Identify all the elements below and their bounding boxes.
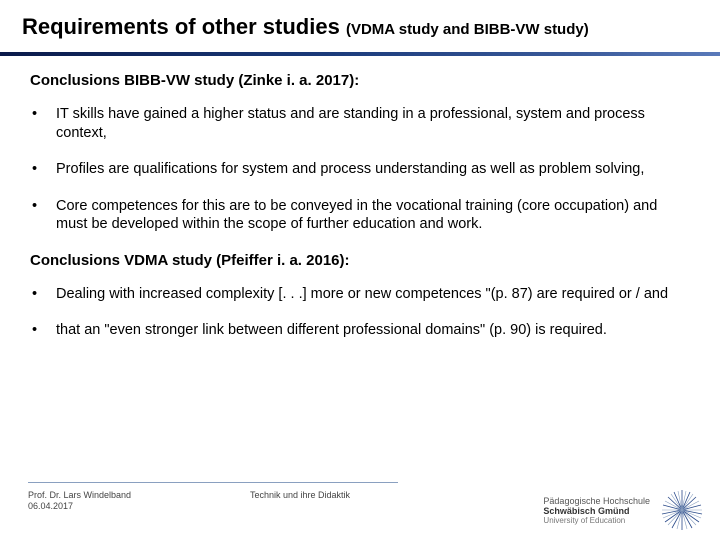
section2-list: • Dealing with increased complexity [. .… — [30, 285, 690, 340]
slide-title-main: Requirements of other studies — [22, 14, 346, 39]
bullet-text: that an "even stronger link between diff… — [56, 321, 690, 340]
footer-rule — [28, 482, 398, 483]
bullet-marker: • — [30, 160, 56, 179]
footer-logo: Pädagogische Hochschule Schwäbisch Gmünd… — [543, 488, 704, 532]
footer-author-block: Prof. Dr. Lars Windelband 06.04.2017 — [28, 490, 131, 513]
list-item: • IT skills have gained a higher status … — [30, 105, 690, 142]
logo-text-block: Pädagogische Hochschule Schwäbisch Gmünd… — [543, 496, 650, 525]
footer-date: 06.04.2017 — [28, 501, 131, 512]
bullet-text: Core competences for this are to be conv… — [56, 197, 690, 234]
title-bar: Requirements of other studies (VDMA stud… — [0, 0, 720, 54]
logo-line-3: University of Education — [543, 516, 650, 525]
bullet-text: IT skills have gained a higher status an… — [56, 105, 690, 142]
section1-list: • IT skills have gained a higher status … — [30, 105, 690, 234]
bullet-marker: • — [30, 285, 56, 304]
footer-center-text: Technik und ihre Didaktik — [250, 490, 350, 500]
logo-line-1: Pädagogische Hochschule — [543, 496, 650, 506]
slide: Requirements of other studies (VDMA stud… — [0, 0, 720, 540]
logo-line-2: Schwäbisch Gmünd — [543, 506, 650, 516]
title-accent-rule — [0, 52, 720, 56]
list-item: • that an "even stronger link between di… — [30, 321, 690, 340]
list-item: • Profiles are qualifications for system… — [30, 160, 690, 179]
section2-heading: Conclusions VDMA study (Pfeiffer i. a. 2… — [30, 252, 690, 269]
list-item: • Dealing with increased complexity [. .… — [30, 285, 690, 304]
bullet-text: Profiles are qualifications for system a… — [56, 160, 690, 179]
slide-title-sub: (VDMA study and BIBB-VW study) — [346, 21, 589, 38]
slide-footer: Prof. Dr. Lars Windelband 06.04.2017 Tec… — [0, 482, 720, 540]
footer-author: Prof. Dr. Lars Windelband — [28, 490, 131, 501]
bullet-marker: • — [30, 321, 56, 340]
bullet-marker: • — [30, 197, 56, 216]
sunburst-icon — [660, 488, 704, 532]
bullet-marker: • — [30, 105, 56, 124]
bullet-text: Dealing with increased complexity [. . .… — [56, 285, 690, 304]
slide-content: Conclusions BIBB-VW study (Zinke i. a. 2… — [0, 54, 720, 340]
section1-heading: Conclusions BIBB-VW study (Zinke i. a. 2… — [30, 72, 690, 89]
list-item: • Core competences for this are to be co… — [30, 197, 690, 234]
